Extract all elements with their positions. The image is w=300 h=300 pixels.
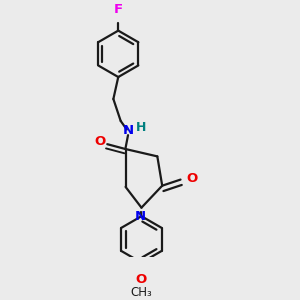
Text: O: O: [136, 273, 147, 286]
Text: O: O: [187, 172, 198, 185]
Text: N: N: [122, 124, 134, 137]
Text: N: N: [135, 210, 146, 223]
Text: F: F: [114, 3, 123, 16]
Text: O: O: [94, 135, 106, 148]
Text: CH₃: CH₃: [130, 286, 152, 299]
Text: H: H: [136, 121, 147, 134]
